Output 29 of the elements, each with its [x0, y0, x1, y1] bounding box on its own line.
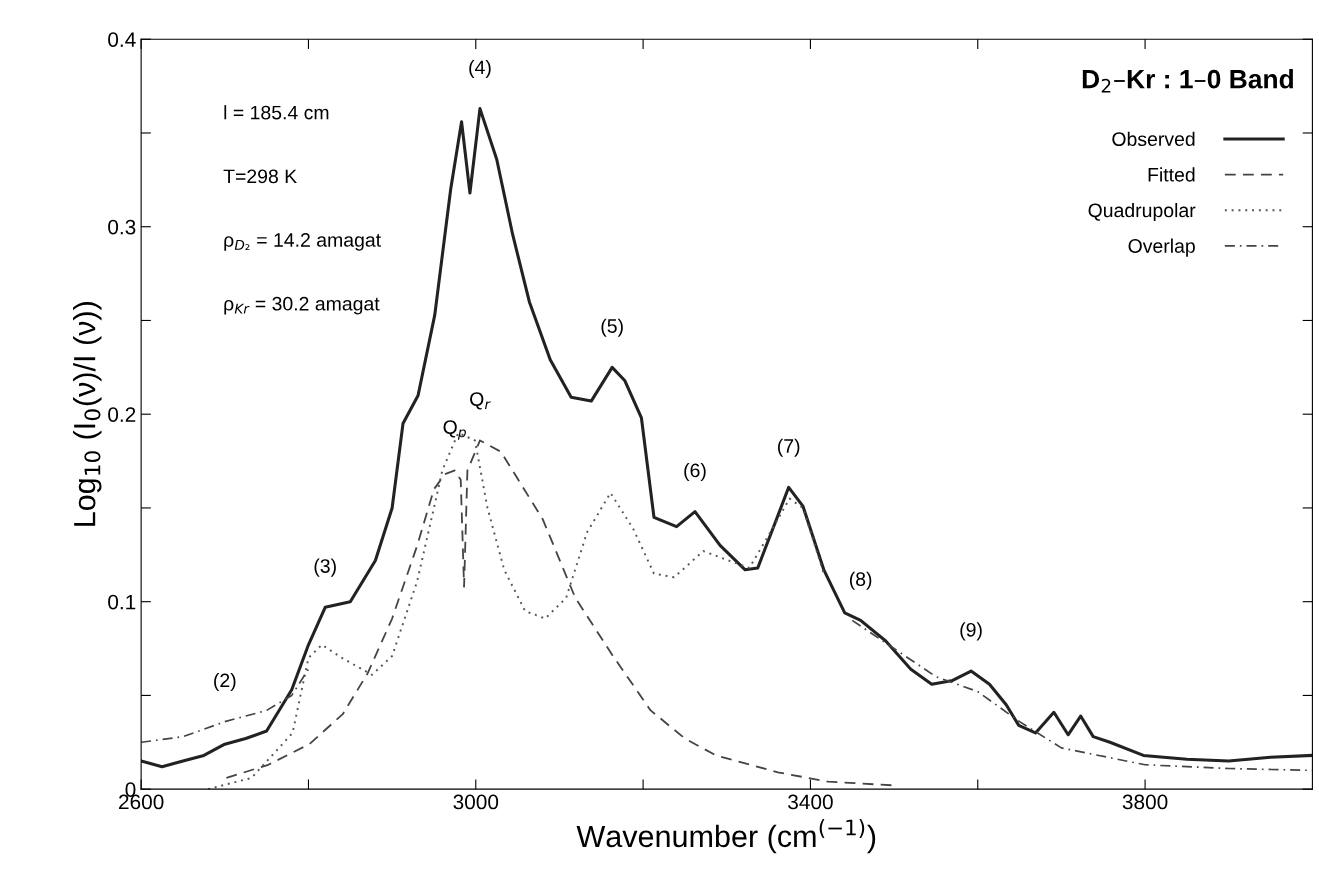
- annotation: ρ$_{Kr}$ = 30.2 amagat: [224, 296, 380, 315]
- y-tick-label: 0.3: [108, 219, 136, 235]
- annotation: (3): [314, 558, 336, 577]
- annotation: (7): [778, 438, 800, 457]
- legend-label: Overlap: [1128, 238, 1195, 257]
- annotation: (6): [684, 463, 706, 482]
- annotation: Q$_{p}$: [443, 420, 466, 440]
- annotation: (2): [214, 672, 236, 692]
- annotation: T=298 K: [223, 169, 297, 184]
- y-tick-label: 0.2: [108, 407, 136, 422]
- annotation: l = 185.4 cm: [224, 105, 329, 120]
- annotation: ρ$_{D₂}$ = 14.2 amagat: [224, 233, 381, 251]
- legend-label: Observed: [1112, 131, 1195, 147]
- x-axis-title: Wavenumber (cm$^{(−1)}$): [576, 819, 876, 854]
- y-axis-title: Log$_{10}$ (I$_{0}$(ν)/I (ν)): [73, 302, 102, 526]
- legend-label: Quadrupolar: [1088, 202, 1196, 222]
- annotation: (8): [849, 571, 872, 590]
- y-tick-label: 0.1: [108, 594, 136, 610]
- x-tick-label: 3000: [453, 794, 499, 810]
- annotation: (9): [960, 622, 982, 641]
- legend-label: Fitted: [1148, 167, 1195, 182]
- x-tick-label: 3400: [788, 794, 833, 810]
- annotation: (5): [601, 318, 623, 337]
- annotation: Q$_{r}$: [470, 392, 491, 410]
- y-tick-label: 0.4: [108, 32, 136, 47]
- text: D$_{2}$–Kr : 1–0 Band: [1082, 69, 1293, 93]
- line-series: [141, 107, 1313, 769]
- x-tick-label: 3800: [1122, 794, 1168, 810]
- annotation: (4): [469, 59, 491, 79]
